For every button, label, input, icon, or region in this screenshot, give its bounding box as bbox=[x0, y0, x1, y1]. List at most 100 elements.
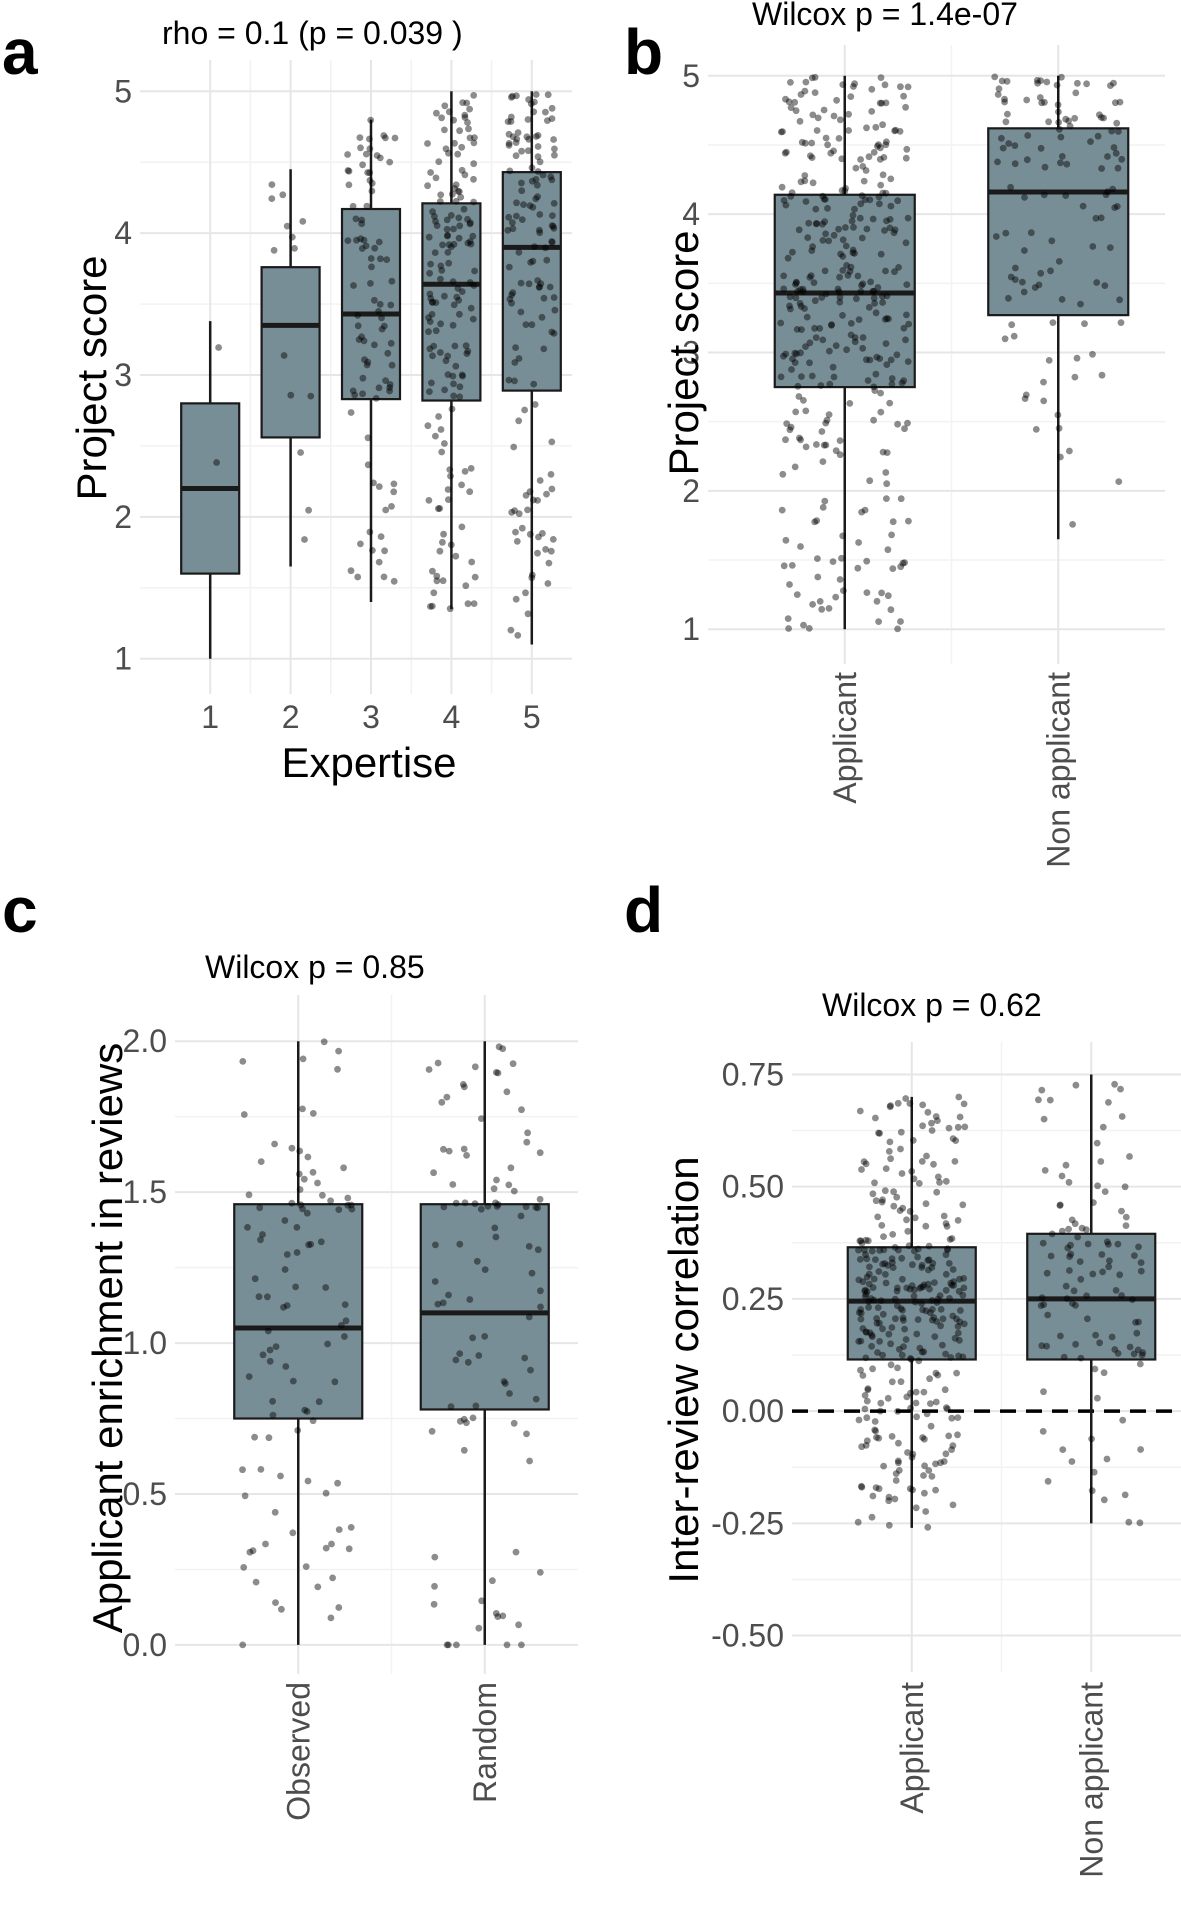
data-point bbox=[1058, 73, 1065, 81]
data-point bbox=[536, 211, 544, 218]
data-point bbox=[778, 506, 786, 514]
data-point bbox=[877, 389, 884, 397]
data-point bbox=[801, 177, 809, 185]
data-point bbox=[1089, 1270, 1097, 1278]
data-point bbox=[884, 1262, 892, 1269]
data-point bbox=[505, 376, 513, 384]
data-point bbox=[366, 145, 374, 153]
data-point bbox=[913, 1330, 921, 1338]
data-point bbox=[944, 1245, 952, 1253]
data-point bbox=[828, 321, 835, 328]
data-point bbox=[813, 441, 820, 448]
data-point bbox=[466, 134, 474, 142]
data-point bbox=[356, 134, 364, 142]
data-point bbox=[239, 1058, 247, 1065]
data-point bbox=[349, 202, 357, 210]
data-point bbox=[1057, 159, 1064, 167]
data-point bbox=[889, 1231, 897, 1238]
data-point bbox=[534, 497, 541, 504]
data-point bbox=[375, 308, 382, 315]
data-point bbox=[433, 577, 441, 585]
data-point bbox=[456, 310, 463, 318]
data-point bbox=[876, 200, 883, 208]
data-point bbox=[842, 224, 849, 231]
data-point bbox=[794, 382, 802, 390]
data-point bbox=[1047, 267, 1054, 275]
data-point bbox=[856, 1107, 864, 1115]
data-point bbox=[427, 295, 435, 302]
data-point bbox=[787, 79, 794, 86]
data-point bbox=[528, 1269, 536, 1277]
data-point bbox=[1092, 1331, 1099, 1339]
data-point bbox=[825, 605, 833, 612]
data-point bbox=[518, 524, 526, 532]
data-point bbox=[507, 118, 515, 125]
data-point bbox=[1118, 155, 1126, 163]
data-point bbox=[870, 416, 877, 424]
data-point bbox=[855, 1338, 863, 1345]
y-tick-label: 1.0 bbox=[123, 1325, 167, 1361]
data-point bbox=[452, 1199, 460, 1207]
data-point bbox=[1134, 1346, 1142, 1354]
data-point bbox=[283, 222, 291, 230]
data-point bbox=[858, 1483, 866, 1491]
data-point bbox=[1072, 1340, 1079, 1348]
data-point bbox=[814, 114, 822, 122]
data-point bbox=[876, 1129, 883, 1137]
data-point bbox=[836, 116, 844, 124]
data-point bbox=[949, 1266, 957, 1273]
data-point bbox=[872, 1256, 879, 1263]
data-point bbox=[470, 175, 477, 183]
data-point bbox=[885, 1497, 893, 1505]
data-point bbox=[532, 133, 540, 140]
data-point bbox=[789, 355, 796, 363]
data-point bbox=[444, 486, 452, 493]
data-point bbox=[903, 281, 911, 288]
data-point bbox=[824, 204, 831, 212]
data-point bbox=[387, 301, 395, 309]
data-point bbox=[513, 135, 521, 143]
data-point bbox=[947, 1354, 955, 1361]
data-point bbox=[800, 621, 807, 629]
data-point bbox=[797, 436, 804, 444]
data-point bbox=[364, 461, 372, 469]
data-point bbox=[960, 1275, 968, 1282]
data-point bbox=[518, 1106, 525, 1114]
data-point bbox=[366, 177, 374, 184]
data-point bbox=[452, 181, 460, 189]
data-point bbox=[1037, 77, 1044, 84]
data-point bbox=[445, 241, 453, 249]
data-point bbox=[292, 1283, 299, 1291]
data-point bbox=[546, 283, 554, 291]
data-point bbox=[517, 1212, 525, 1220]
data-point bbox=[466, 219, 474, 227]
data-point bbox=[432, 299, 440, 306]
data-point bbox=[796, 286, 804, 293]
data-point bbox=[447, 243, 455, 251]
data-point bbox=[811, 73, 819, 81]
data-point bbox=[847, 263, 855, 271]
data-point bbox=[386, 384, 394, 391]
data-point bbox=[441, 292, 448, 300]
data-point bbox=[842, 185, 849, 192]
data-point bbox=[910, 1292, 918, 1300]
data-point bbox=[383, 256, 391, 263]
data-point bbox=[536, 1569, 544, 1576]
data-point bbox=[1105, 1099, 1112, 1106]
data-point bbox=[513, 212, 520, 220]
data-point bbox=[887, 1340, 894, 1348]
data-point bbox=[358, 220, 366, 228]
data-point bbox=[880, 1233, 887, 1240]
data-point bbox=[821, 218, 829, 226]
data-point bbox=[492, 1610, 500, 1617]
data-point bbox=[887, 356, 895, 364]
data-point bbox=[807, 272, 815, 280]
data-point bbox=[812, 334, 820, 341]
data-point bbox=[1038, 1086, 1046, 1094]
data-point bbox=[819, 336, 827, 344]
data-point bbox=[524, 116, 532, 123]
data-point bbox=[251, 1275, 259, 1283]
data-point bbox=[900, 324, 908, 332]
data-point bbox=[875, 193, 883, 201]
